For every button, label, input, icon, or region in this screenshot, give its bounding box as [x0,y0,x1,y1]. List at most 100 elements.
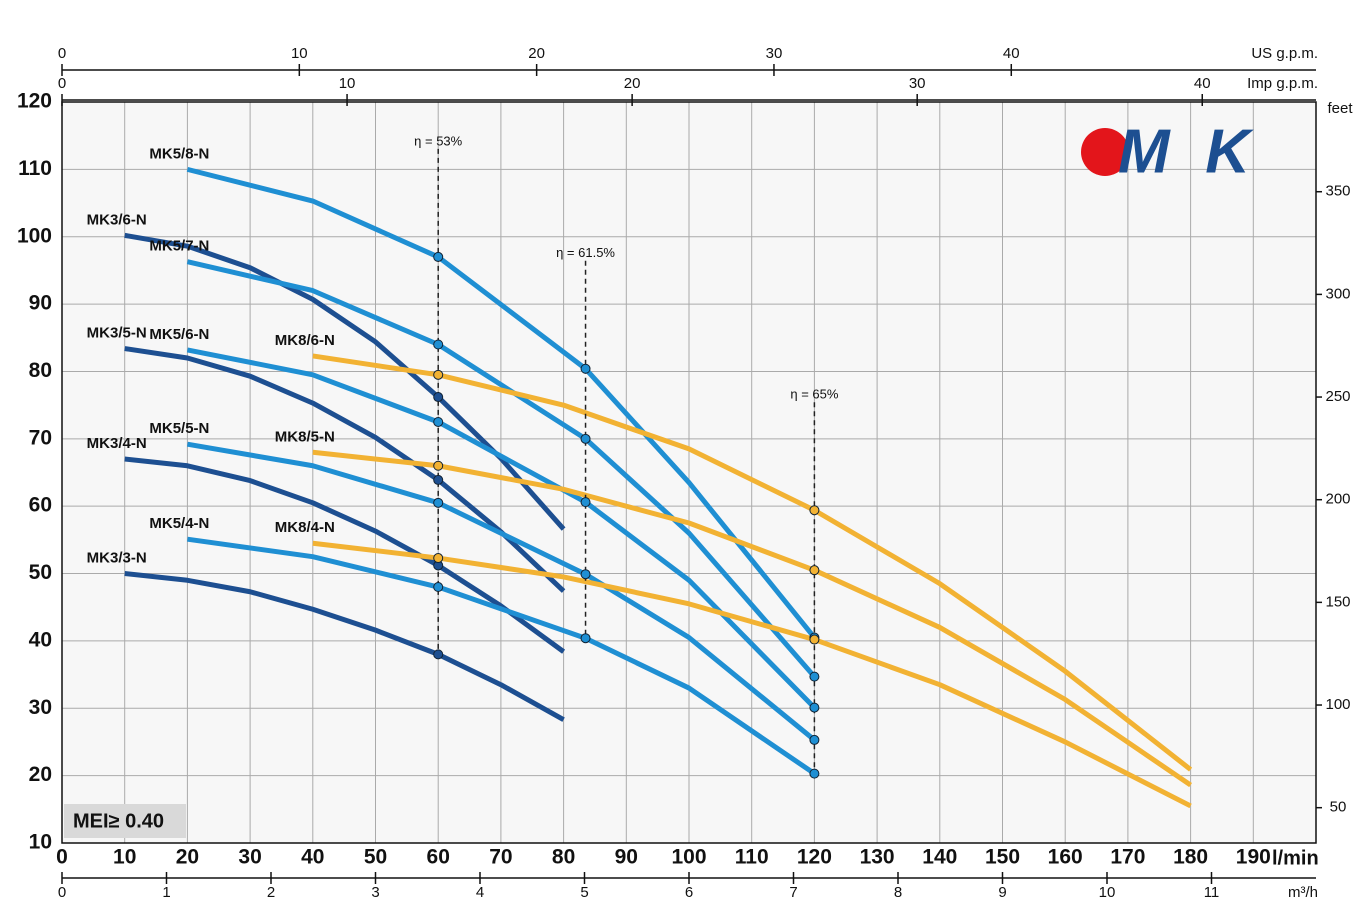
extra-axis-tick-label: 10 [1099,884,1116,901]
x-tick-label: 120 [797,846,832,869]
y2-tick-label: 350 [1325,183,1350,200]
y2-tick-label: 50 [1330,799,1347,816]
extra-axis-tick-label: 40 [1194,75,1211,92]
x-tick-label: 50 [364,846,387,869]
extra-axis-tick-label: 4 [476,884,484,901]
extra-axis-tick-label: 10 [339,75,356,92]
y-tick-label: 90 [29,292,52,315]
y-tick-label: 30 [29,696,52,719]
extra-axis-tick-label: 30 [909,75,926,92]
series-line [312,540,1192,809]
efficiency-point [809,565,820,576]
y-tick-label: 110 [18,157,52,180]
badge: MEI≥ 0.40 [73,810,164,832]
series-label: MK5/7-N [149,238,209,255]
efficiency-label: η = 65% [790,387,839,402]
series-label: MK3/6-N [87,211,147,228]
x-tick-label: 60 [427,846,450,869]
grid [61,101,1316,844]
extra-axis-tick-label: 10 [291,45,308,62]
extra-axis-tick-label: 0 [58,45,66,62]
x-tick-label: 100 [671,846,706,869]
extra-axis-label: m³/h [1288,884,1318,901]
x-tick-label: 110 [735,846,769,869]
series-line [186,166,817,640]
efficiency-point [580,363,591,374]
extra-axis-tick-label: 40 [1003,45,1020,62]
x-tick-label: 170 [1110,846,1145,869]
extra-axis-tick-label: 11 [1204,884,1220,901]
efficiency-point [433,553,444,564]
plot-frame [61,101,1317,844]
y2-tick-label: 100 [1325,696,1350,713]
efficiency-point [433,392,444,403]
efficiency-point [433,460,444,471]
extra-axis-tick-label: 1 [162,884,170,901]
efficiency-point [433,339,444,350]
series-label: MK8/4-N [275,519,335,536]
x-axis-label: l/min [1272,847,1319,869]
series-label: MK8/5-N [275,428,335,445]
y2-tick-label: 200 [1325,491,1350,508]
extra-axis-tick-label: 7 [789,884,797,901]
efficiency-point [809,734,820,745]
extra-axis-tick-label: 9 [998,884,1006,901]
y2-tick-label: 250 [1325,388,1350,405]
series-label: MK3/3-N [87,550,147,567]
y-tick-label: 40 [29,628,52,651]
extra-axis-tick-label: 3 [371,884,379,901]
series-label: MK8/6-N [275,332,335,349]
extra-axis-tick-label: 6 [685,884,693,901]
y-tick-label: 20 [29,763,52,786]
efficiency-point [580,433,591,444]
y2-tick-label: 150 [1325,593,1350,610]
extra-axis-tick-label: 30 [766,45,783,62]
x-tick-label: 140 [922,846,957,869]
efficiency-point [809,768,820,779]
efficiency-point [809,702,820,713]
x-tick-label: 190 [1236,846,1271,869]
series-line [124,571,565,722]
efficiency-point [433,369,444,380]
series-label: MK5/6-N [149,326,209,343]
x-tick-label: 180 [1173,846,1208,869]
efficiency-point [809,634,820,645]
x-tick-label: 160 [1048,846,1083,869]
y-tick-label: 120 [17,90,52,113]
efficiency-point [580,633,591,644]
efficiency-label: η = 53% [414,133,463,148]
series-line [124,346,566,593]
x-tick-label: 0 [56,846,68,869]
y-tick-label: 60 [29,494,52,517]
efficiency-point [433,474,444,485]
x-tick-label: 20 [176,846,199,869]
series-line [187,536,816,776]
efficiency-point [809,671,820,682]
series-label: MK3/5-N [87,325,147,342]
series-line [312,353,1193,772]
y-tick-label: 50 [29,561,52,584]
series-label: MK5/8-N [149,145,209,162]
efficiency-point [433,649,444,660]
y-tick-label: 70 [29,426,52,449]
efficiency-point [433,251,444,262]
efficiency-point [809,505,820,516]
y-tick-label: 10 [29,831,52,854]
efficiency-point [433,582,444,593]
x-tick-label: 10 [113,846,136,869]
extra-axis-label: Imp g.p.m. [1247,75,1318,92]
y2-axis-label: feet [1327,100,1353,117]
series-line [312,449,1193,788]
extra-axis-label: US g.p.m. [1251,45,1318,62]
efficiency-point [580,497,591,508]
series-line [124,456,566,654]
extra-axis-tick-label: 5 [580,884,588,901]
y-tick-label: 80 [29,359,52,382]
series-line [186,347,817,710]
efficiency-point [433,416,444,427]
x-tick-label: 30 [238,846,261,869]
y-tick-label: 100 [17,224,52,247]
extra-axis-tick-label: 20 [528,45,545,62]
x-tick-label: 90 [615,846,638,869]
